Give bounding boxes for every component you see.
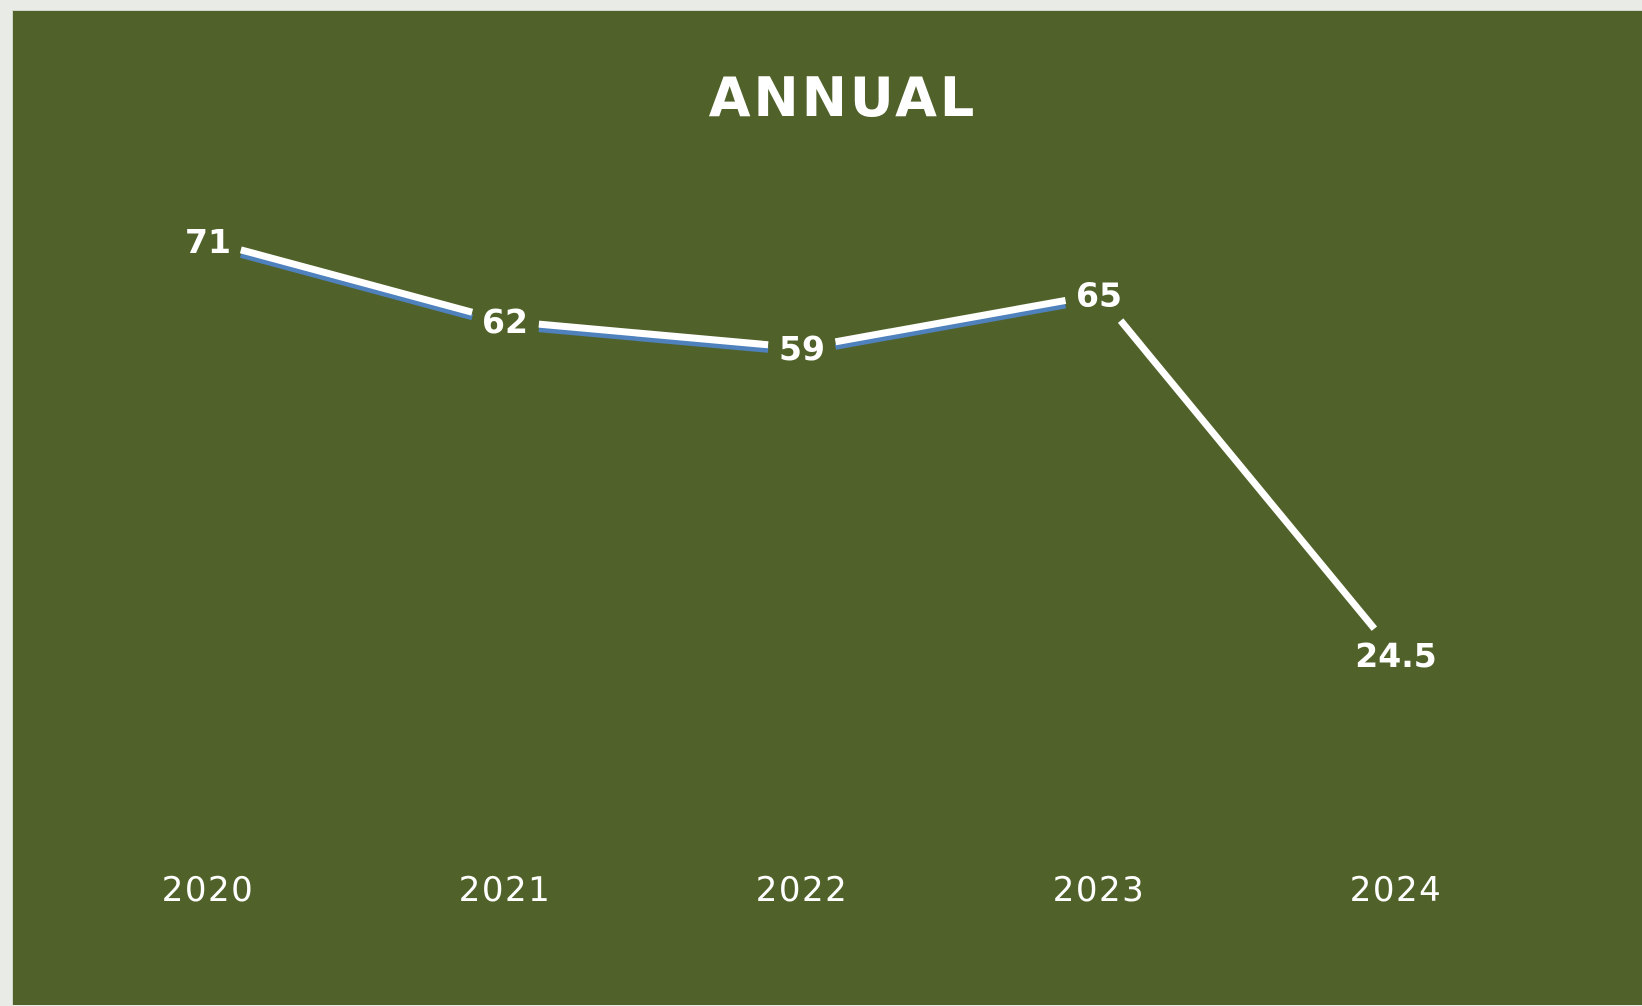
data-labels: 71 62 59 65 24.5 (185, 222, 1437, 675)
data-label: 62 (482, 302, 528, 341)
series-line-shadow (834, 302, 1067, 350)
line-chart: ANNUAL 71 62 59 65 24.5 2020 2021 2022 2023 2024 (162, 66, 1443, 910)
x-tick-label: 2021 (459, 870, 552, 910)
x-tick-label: 2024 (1350, 870, 1443, 910)
series-line-shadow (240, 251, 473, 321)
data-label: 59 (779, 329, 825, 368)
series-line-segment (1117, 318, 1378, 631)
x-axis-tick-labels: 2020 2021 2022 2023 2024 (162, 870, 1443, 910)
series-lines (239, 246, 1378, 631)
chart-title: ANNUAL (709, 66, 978, 129)
chart-area: ANNUAL 71 62 59 65 24.5 2020 2021 2022 2023 2024 (12, 10, 1642, 1005)
series-line-segment (239, 246, 474, 316)
x-tick-label: 2020 (162, 870, 255, 910)
series-line-shadow (538, 326, 769, 353)
series-line-segment (538, 320, 769, 349)
data-label: 24.5 (1355, 636, 1436, 675)
x-tick-label: 2022 (756, 870, 849, 910)
drop-lines (207, 271, 1397, 841)
data-label: 65 (1076, 275, 1122, 314)
series-line-segment (834, 296, 1067, 346)
data-label: 71 (185, 222, 231, 261)
x-tick-label: 2023 (1053, 870, 1146, 910)
